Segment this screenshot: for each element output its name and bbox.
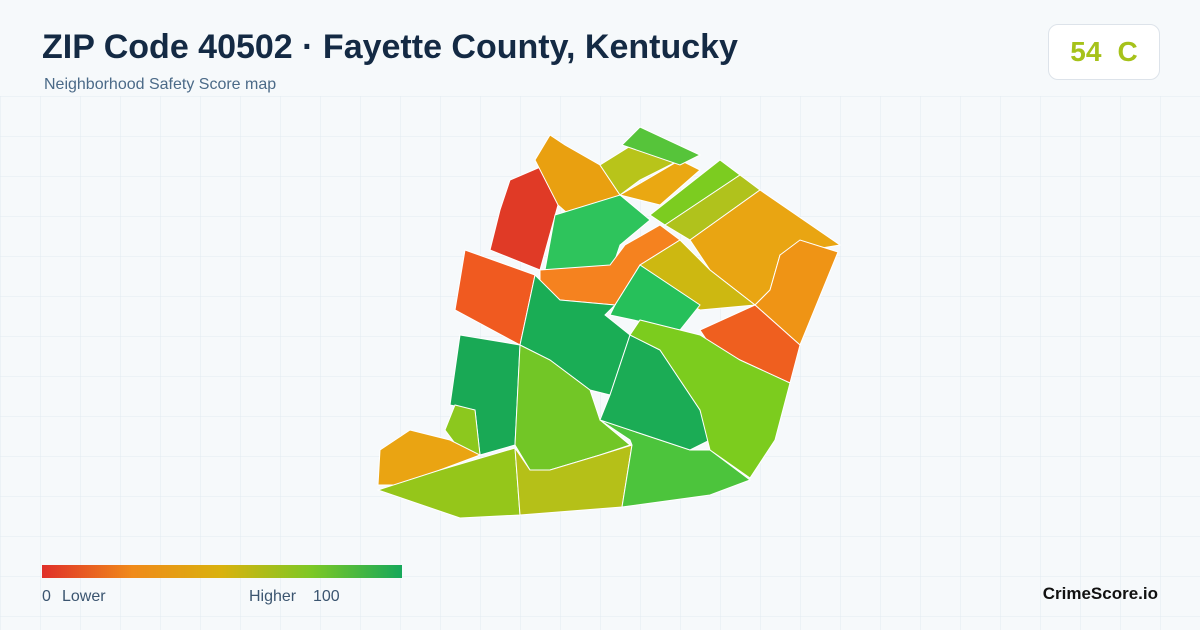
score: 54 [1070,36,1102,67]
legend-min: 0 [42,588,51,605]
subtitle: Neighborhood Safety Score map [44,76,277,93]
grade: C [1117,36,1138,67]
legend-bar [42,565,402,578]
legend-max-label: Higher [249,588,297,605]
legend-max: 100 [313,588,340,605]
legend-min-label: Lower [62,588,106,605]
areas [376,126,842,519]
brand: CrimeScore.io [1042,584,1158,603]
score-badge: 54 C [1048,24,1160,80]
title: ZIP Code 40502 · Fayette County, Kentuck… [42,28,738,66]
